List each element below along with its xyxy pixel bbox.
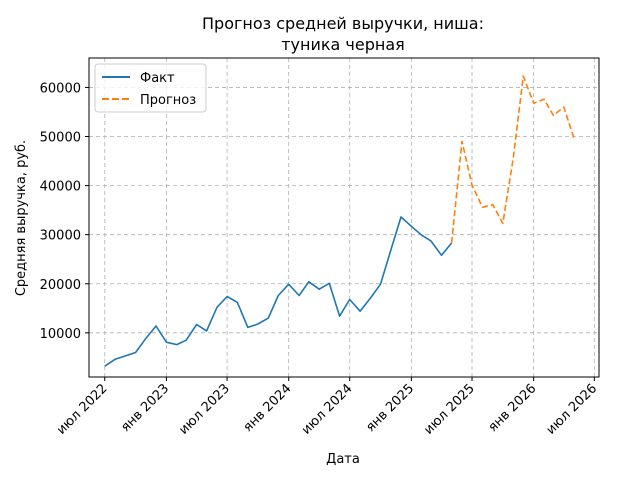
- y-axis: 10000 20000 30000 40000 50000 60000: [40, 81, 89, 342]
- y-tick-label: 40000: [40, 180, 81, 195]
- y-tick-label: 60000: [40, 81, 81, 96]
- y-tick-label: 20000: [40, 278, 81, 293]
- legend-label-forecast: Прогноз: [140, 93, 196, 108]
- legend: Факт Прогноз: [94, 63, 207, 113]
- x-axis-label: Дата: [326, 452, 360, 467]
- y-tick-label: 10000: [40, 327, 81, 342]
- series-layer: [104, 75, 575, 367]
- legend-label-fact: Факт: [140, 71, 175, 86]
- chart-title-line-2: туника черная: [281, 35, 405, 54]
- y-tick-label: 50000: [40, 131, 81, 146]
- fact-line: [104, 216, 453, 367]
- forecast-line: [450, 75, 575, 244]
- y-tick-label: 30000: [40, 229, 81, 244]
- y-axis-label: Средняя выручка, руб.: [14, 140, 29, 296]
- plot-frame: [88, 57, 600, 378]
- chart-title-line-1: Прогноз средней выручки, ниша:: [202, 14, 484, 33]
